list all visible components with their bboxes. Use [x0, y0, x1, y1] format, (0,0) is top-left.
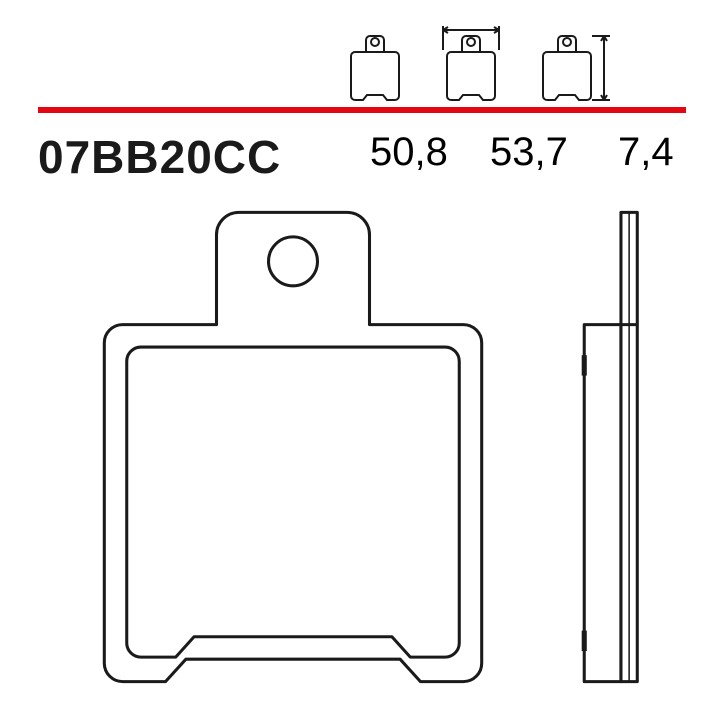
dimension-width: 50,8 — [370, 130, 448, 175]
technical-drawings — [38, 192, 686, 692]
brake-pad-icon — [340, 22, 410, 106]
part-number: 07BB20CC — [38, 130, 281, 184]
brake-pad-front-view — [58, 192, 528, 702]
icon-height-dim — [532, 22, 620, 106]
figure-container: 07BB20CC 50,8 53,7 7,4 — [0, 0, 724, 724]
accent-separator-line — [38, 107, 686, 113]
brake-pad-icon — [532, 22, 620, 106]
brake-pad-side-view — [558, 192, 688, 702]
icon-width-dim — [426, 22, 516, 106]
dimension-height: 53,7 — [490, 130, 568, 175]
brake-pad-icon — [426, 22, 516, 106]
icon-width-ref — [340, 22, 410, 106]
dimension-thickness: 7,4 — [618, 130, 674, 175]
dimension-icons-row — [340, 22, 620, 106]
